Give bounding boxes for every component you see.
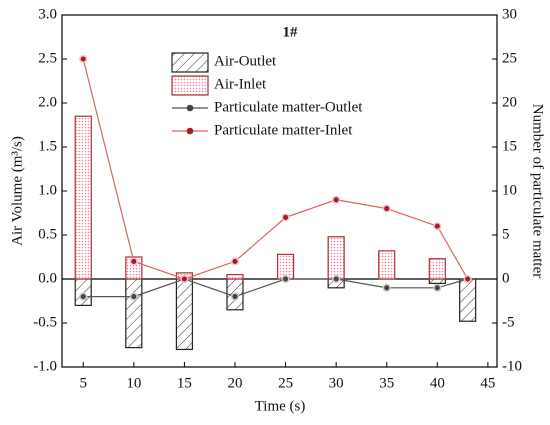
legend-swatch — [171, 52, 209, 73]
bar — [226, 274, 244, 280]
y2-tick-label: 15 — [502, 138, 517, 154]
y-tick-label: -0.5 — [33, 314, 57, 330]
marker — [129, 292, 138, 301]
marker — [382, 283, 391, 292]
marker — [332, 195, 341, 204]
legend-label: Air-Outlet — [214, 53, 277, 69]
y-tick-label: 0.5 — [38, 226, 57, 242]
marker — [79, 54, 88, 64]
bar — [175, 278, 194, 351]
x-tick-label: 30 — [329, 375, 344, 391]
bar — [428, 278, 446, 285]
y-axis-label: Air Volume (m³/s) — [9, 136, 25, 246]
legend-label: Air-Inlet — [214, 76, 267, 92]
legend-swatch — [186, 104, 194, 112]
chart-title: 1# — [283, 24, 299, 40]
y2-tick-label: 30 — [502, 6, 517, 22]
marker — [180, 274, 189, 284]
marker — [382, 204, 391, 213]
y2-tick-label: 25 — [502, 50, 517, 66]
bar — [459, 278, 477, 322]
marker — [230, 257, 240, 266]
line — [82, 58, 469, 280]
x-tick-label: 45 — [480, 375, 495, 391]
legend-swatch — [186, 127, 194, 135]
x-tick-label: 40 — [430, 375, 445, 391]
bar — [74, 115, 92, 280]
marker — [79, 292, 88, 301]
y-tick-label: -1.0 — [33, 358, 57, 374]
y2-tick-label: 0 — [502, 270, 510, 286]
y-tick-label: 2.0 — [38, 94, 57, 110]
marker — [129, 257, 138, 266]
bar — [125, 278, 143, 349]
marker — [230, 292, 240, 301]
legend-label: Particulate matter-Outlet — [214, 99, 363, 115]
marker — [332, 274, 341, 284]
bar — [74, 278, 92, 306]
y-tick-label: 0.0 — [38, 270, 57, 286]
marker — [433, 283, 442, 292]
y2-tick-label: 20 — [502, 94, 517, 110]
legend-label: Particulate matter-Inlet — [214, 122, 353, 138]
y2-tick-label: 5 — [502, 226, 510, 242]
legend-swatch — [171, 75, 209, 96]
x-tick-label: 35 — [379, 375, 394, 391]
bar — [428, 258, 446, 280]
y-tick-label: 3.0 — [38, 6, 57, 22]
y-tick-label: 2.5 — [38, 50, 57, 66]
bar — [327, 236, 345, 280]
x-axis-label: Time (s) — [255, 398, 306, 414]
marker — [433, 222, 442, 231]
x-tick-label: 20 — [227, 375, 242, 391]
y-tick-label: 1.0 — [38, 182, 57, 198]
x-tick-label: 10 — [126, 375, 141, 391]
marker — [281, 274, 290, 284]
marker — [281, 213, 290, 222]
y2-tick-label: -10 — [502, 358, 522, 374]
x-tick-label: 25 — [278, 375, 293, 391]
x-tick-label: 5 — [79, 375, 87, 391]
marker — [463, 274, 472, 284]
y-tick-label: 1.5 — [38, 138, 57, 154]
y2-tick-label: 10 — [502, 182, 517, 198]
y2-tick-label: -5 — [502, 314, 515, 330]
y2-axis-label: Number of particulate matter — [530, 104, 546, 279]
bar — [378, 250, 396, 280]
x-tick-label: 15 — [177, 375, 192, 391]
